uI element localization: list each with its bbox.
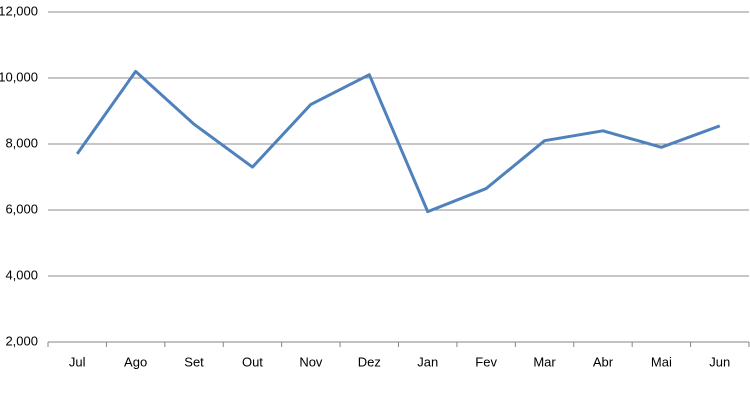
x-tick-label: Mar — [533, 354, 556, 369]
x-tick-label: Abr — [593, 354, 614, 369]
x-tick-label: Jan — [417, 354, 438, 369]
x-tick-label: Jun — [709, 354, 730, 369]
x-tick-label: Ago — [124, 354, 147, 369]
x-tick-label: Dez — [358, 354, 381, 369]
x-tick-label: Nov — [299, 354, 323, 369]
x-tick-label: Jul — [69, 354, 86, 369]
y-tick-label: 10,000 — [0, 69, 38, 84]
x-tick-label: Out — [242, 354, 263, 369]
y-tick-label: 2,000 — [5, 333, 38, 348]
y-tick-label: 4,000 — [5, 267, 38, 282]
line-series — [75, 69, 721, 214]
y-tick-label: 12,000 — [0, 3, 38, 18]
x-tick-label: Set — [184, 354, 204, 369]
x-tick-label: Mai — [651, 354, 672, 369]
x-tick-label: Fev — [475, 354, 497, 369]
y-tick-label: 6,000 — [5, 201, 38, 216]
y-tick-label: 8,000 — [5, 135, 38, 150]
